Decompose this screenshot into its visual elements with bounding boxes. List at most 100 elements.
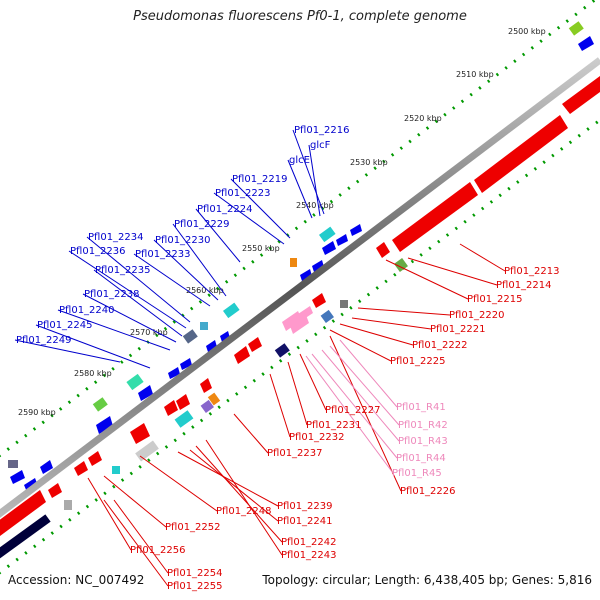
gene-box[interactable] (207, 392, 221, 406)
gene-label[interactable]: glcF (310, 140, 331, 151)
gene-label[interactable]: Pfl01_2232 (289, 432, 345, 443)
kbp-tick-label: 2550 kbp (242, 244, 280, 253)
gene-label[interactable]: Pfl01_2227 (325, 405, 381, 416)
gene-arrow[interactable] (234, 346, 250, 364)
gene-arrow[interactable] (200, 378, 212, 393)
gene-label[interactable]: glcE (289, 155, 310, 166)
gene-label[interactable]: Pfl01_2213 (504, 266, 560, 277)
leader-line (459, 243, 506, 272)
rna-arrow[interactable] (298, 306, 313, 321)
gene-box[interactable] (182, 329, 198, 344)
leader-line (308, 144, 321, 217)
gene-label[interactable]: Pfl01_2231 (306, 420, 362, 431)
gene-label[interactable]: Pfl01_R44 (396, 453, 446, 464)
gene-box[interactable] (318, 226, 336, 243)
gene-arrow[interactable] (164, 400, 178, 416)
gene-box[interactable] (274, 343, 290, 358)
gene-arrow[interactable] (392, 182, 478, 252)
gene-label[interactable]: Pfl01_2224 (197, 204, 253, 215)
gene-arrow[interactable] (300, 269, 312, 281)
leader-line (82, 293, 177, 343)
gene-label[interactable]: Pfl01_2222 (412, 340, 468, 351)
gene-label[interactable]: Pfl01_2219 (232, 174, 288, 185)
gene-box[interactable] (290, 258, 297, 267)
gene-label[interactable]: Pfl01_2220 (449, 310, 505, 321)
gene-arrow[interactable] (130, 423, 150, 444)
gene-box[interactable] (92, 397, 108, 412)
gene-label[interactable]: Pfl01_2225 (390, 356, 446, 367)
gene-label[interactable]: Pfl01_2234 (88, 232, 144, 243)
gene-arrow[interactable] (312, 260, 324, 272)
gene-arrow[interactable] (376, 242, 390, 258)
gene-box[interactable] (200, 322, 208, 330)
gene-arrow[interactable] (312, 293, 326, 308)
leader-line (35, 324, 151, 369)
leader-line (311, 353, 398, 459)
gene-box[interactable] (320, 309, 334, 323)
kbp-tick-label: 2580 kbp (74, 369, 112, 378)
gene-label[interactable]: Pfl01_2235 (95, 265, 151, 276)
gene-arrow[interactable] (48, 483, 62, 498)
gene-arrow[interactable] (40, 460, 53, 474)
gene-box[interactable] (222, 302, 240, 319)
gene-arrow[interactable] (322, 241, 336, 255)
gene-label[interactable]: Pfl01_2214 (496, 280, 552, 291)
gene-label[interactable]: Pfl01_2254 (167, 568, 223, 579)
gene-arrow[interactable] (10, 470, 25, 484)
gene-box[interactable] (8, 460, 18, 468)
leader-line (195, 445, 283, 543)
gene-arrow[interactable] (562, 76, 600, 114)
gene-label[interactable]: Pfl01_2223 (215, 188, 271, 199)
gene-box[interactable] (174, 410, 194, 428)
gene-arrow[interactable] (138, 385, 153, 401)
gene-label[interactable]: Pfl01_R41 (396, 402, 446, 413)
gene-box[interactable] (200, 399, 214, 413)
gene-arrow[interactable] (96, 416, 113, 434)
gene-arrow[interactable] (168, 367, 180, 379)
rna-arrow[interactable] (282, 311, 302, 331)
gene-label[interactable]: Pfl01_2245 (37, 320, 93, 331)
gene-label[interactable]: Pfl01_2242 (281, 537, 337, 548)
gene-arrow[interactable] (206, 340, 217, 352)
gene-label[interactable]: Pfl01_R45 (392, 468, 442, 479)
gene-label[interactable]: Pfl01_2241 (277, 516, 333, 527)
gene-label[interactable]: Pfl01_2230 (155, 235, 211, 246)
gene-label[interactable]: Pfl01_2236 (70, 246, 126, 257)
gene-label[interactable]: Pfl01_2239 (277, 501, 333, 512)
gene-label[interactable]: Pfl01_2221 (430, 324, 486, 335)
gene-box[interactable] (135, 440, 159, 462)
gene-box[interactable] (568, 21, 584, 36)
gene-arrow[interactable] (248, 337, 262, 352)
gene-label[interactable]: Pfl01_2240 (59, 305, 115, 316)
gene-box[interactable] (126, 373, 144, 391)
gene-arrow[interactable] (578, 36, 594, 51)
gene-label[interactable]: Pfl01_2249 (16, 335, 72, 346)
gene-arrow[interactable] (336, 234, 348, 246)
gene-label[interactable]: Pfl01_2237 (267, 448, 323, 459)
gene-label[interactable]: Pfl01_R43 (398, 436, 448, 447)
gene-label[interactable]: Pfl01_2229 (174, 219, 230, 230)
gene-arrow[interactable] (180, 358, 192, 370)
gene-label[interactable]: Pfl01_2256 (130, 545, 186, 556)
gene-label[interactable]: Pfl01_2243 (281, 550, 337, 561)
gene-label[interactable]: Pfl01_2252 (165, 522, 221, 533)
gene-arrow[interactable] (0, 490, 46, 539)
gene-box[interactable] (340, 300, 348, 308)
gene-arrow[interactable] (350, 224, 362, 236)
gene-label[interactable]: Pfl01_2238 (84, 289, 140, 300)
gene-label[interactable]: Pfl01_2248 (216, 506, 272, 517)
gene-arrow[interactable] (474, 115, 568, 193)
gene-box[interactable] (112, 466, 120, 474)
gene-arrow[interactable] (74, 461, 88, 476)
gene-label[interactable]: Pfl01_2226 (400, 486, 456, 497)
gene-label[interactable]: Pfl01_2255 (167, 581, 223, 592)
gene-box[interactable] (64, 500, 72, 510)
gene-label[interactable]: Pfl01_2215 (467, 294, 523, 305)
gene-arrow[interactable] (176, 394, 190, 410)
gene-label[interactable]: Pfl01_2216 (294, 125, 350, 136)
gene-arrow[interactable] (88, 451, 102, 466)
rna-arrow[interactable] (290, 315, 309, 334)
leader-line (93, 269, 183, 337)
gene-label[interactable]: Pfl01_R42 (398, 420, 448, 431)
gene-label[interactable]: Pfl01_2233 (135, 249, 191, 260)
